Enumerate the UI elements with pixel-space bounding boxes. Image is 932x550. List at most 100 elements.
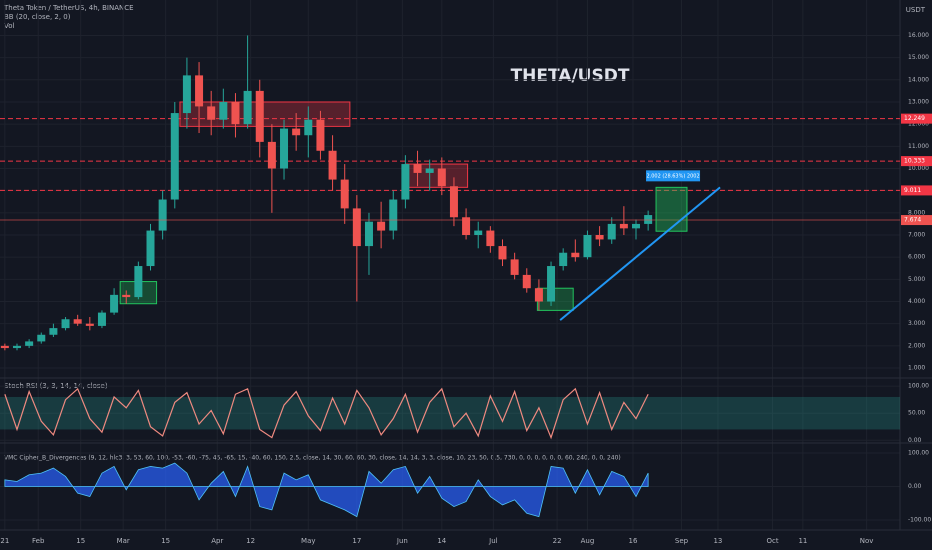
y-tick-label: 2.000 [908, 342, 925, 349]
x-tick-label: Mar [117, 537, 130, 545]
position-box [655, 186, 688, 232]
price-label: 7.674 [904, 217, 921, 224]
candle-body [389, 199, 398, 231]
candle-body [158, 199, 167, 231]
y-tick-label: 100.00 [908, 450, 929, 457]
level-tag [901, 113, 932, 124]
candle-body [534, 288, 543, 302]
x-tick-label: Apr [211, 537, 223, 545]
y-tick-label: 16.000 [908, 32, 929, 39]
candle-body [413, 164, 422, 173]
y-tick-label: 13.000 [908, 98, 929, 105]
y-tick-label: 10.000 [908, 165, 929, 172]
x-tick-label: Jul [488, 537, 498, 545]
x-tick-label: 22 [553, 537, 562, 545]
candle-body [73, 319, 82, 324]
y-tick-label: 4.000 [908, 298, 925, 305]
x-tick-label: 15 [76, 537, 85, 545]
indicator-label: BB (20, close, 2, 0) [4, 13, 71, 21]
level-label: 10.333 [904, 158, 925, 165]
y-tick-label: 8.000 [908, 209, 925, 216]
candle-body [97, 312, 106, 326]
candle-body [316, 119, 325, 151]
candle-body [267, 141, 276, 169]
y-tick-label: 6.000 [908, 254, 925, 261]
position-label: 2.002 (28.63%) 2002 [646, 173, 699, 179]
x-tick-label: 21 [0, 537, 9, 545]
x-tick-label: 11 [798, 537, 807, 545]
level-tag [901, 185, 932, 196]
x-tick-label: Jun [396, 537, 408, 545]
candle-body [231, 101, 240, 125]
candle-body [571, 252, 580, 258]
y-tick-label: 12.000 [908, 121, 929, 128]
y-tick-label: 11.000 [908, 143, 929, 150]
currency: USDT [906, 6, 926, 14]
candle-body [134, 266, 143, 298]
y-tick-label: 0.00 [908, 437, 922, 444]
candle-body [292, 128, 301, 136]
x-tick-label: 17 [352, 537, 361, 545]
candle-body [498, 246, 507, 260]
candle-body [486, 230, 495, 247]
candle-body [632, 223, 641, 229]
pane-title: VMC Cipher_B_Divergences (9, 12, hlc3, 3… [4, 455, 621, 462]
x-tick-label: 15 [161, 537, 170, 545]
x-tick-label: 16 [629, 537, 638, 545]
grid [0, 0, 900, 530]
candle-body [304, 119, 313, 136]
candle-body [547, 266, 556, 302]
level-label: 12.249 [904, 115, 925, 122]
level-tag [901, 156, 932, 167]
candle-body [644, 215, 653, 224]
candle-body [619, 223, 628, 229]
candle-body [559, 252, 568, 267]
stoch-line [4, 387, 649, 440]
chart-title: THETA/USDT [511, 66, 630, 86]
position-tag [646, 170, 701, 182]
y-tick-label: 50.00 [908, 410, 925, 417]
level-label: 9.011 [904, 187, 921, 194]
candle-body [522, 274, 531, 289]
candle-body [462, 217, 471, 236]
candle-body [170, 113, 179, 200]
candle-body [280, 128, 289, 169]
candle-body [595, 235, 604, 240]
candle-body [195, 75, 204, 107]
volume-label: Vol [4, 22, 15, 30]
candle-body [328, 150, 337, 180]
x-tick-label: Aug [581, 537, 595, 545]
x-tick-label: Sep [675, 537, 689, 545]
candle-body [377, 221, 386, 231]
candle-body [122, 294, 131, 298]
x-tick-label: 14 [437, 537, 446, 545]
y-tick-label: 3.000 [908, 320, 925, 327]
candle-body [219, 101, 228, 120]
symbol: Theta Token / TetherUS, 4h, BINANCE [3, 4, 134, 12]
y-tick-label: 100.00 [908, 383, 929, 390]
price-tag [901, 215, 932, 226]
candle-body [340, 179, 349, 209]
candle-body [12, 345, 21, 349]
candle-body [255, 90, 264, 142]
trendline [559, 186, 721, 321]
candle-body [364, 221, 373, 247]
y-tick-label: 15.000 [908, 54, 929, 61]
candle-body [474, 230, 483, 236]
candle-body [352, 208, 361, 247]
candle-body [449, 186, 458, 218]
candle-body [85, 323, 94, 326]
x-tick-label: Oct [767, 537, 779, 545]
candle-body [49, 328, 58, 335]
x-tick-label: 12 [246, 537, 255, 545]
y-tick-label: 7.000 [908, 232, 925, 239]
x-tick-label: Nov [860, 537, 874, 545]
candle-body [425, 168, 434, 173]
candle-body [25, 341, 34, 346]
y-tick-label: 1.000 [908, 365, 925, 372]
y-tick-label: -100.00 [908, 516, 931, 523]
candle-body [61, 319, 70, 329]
